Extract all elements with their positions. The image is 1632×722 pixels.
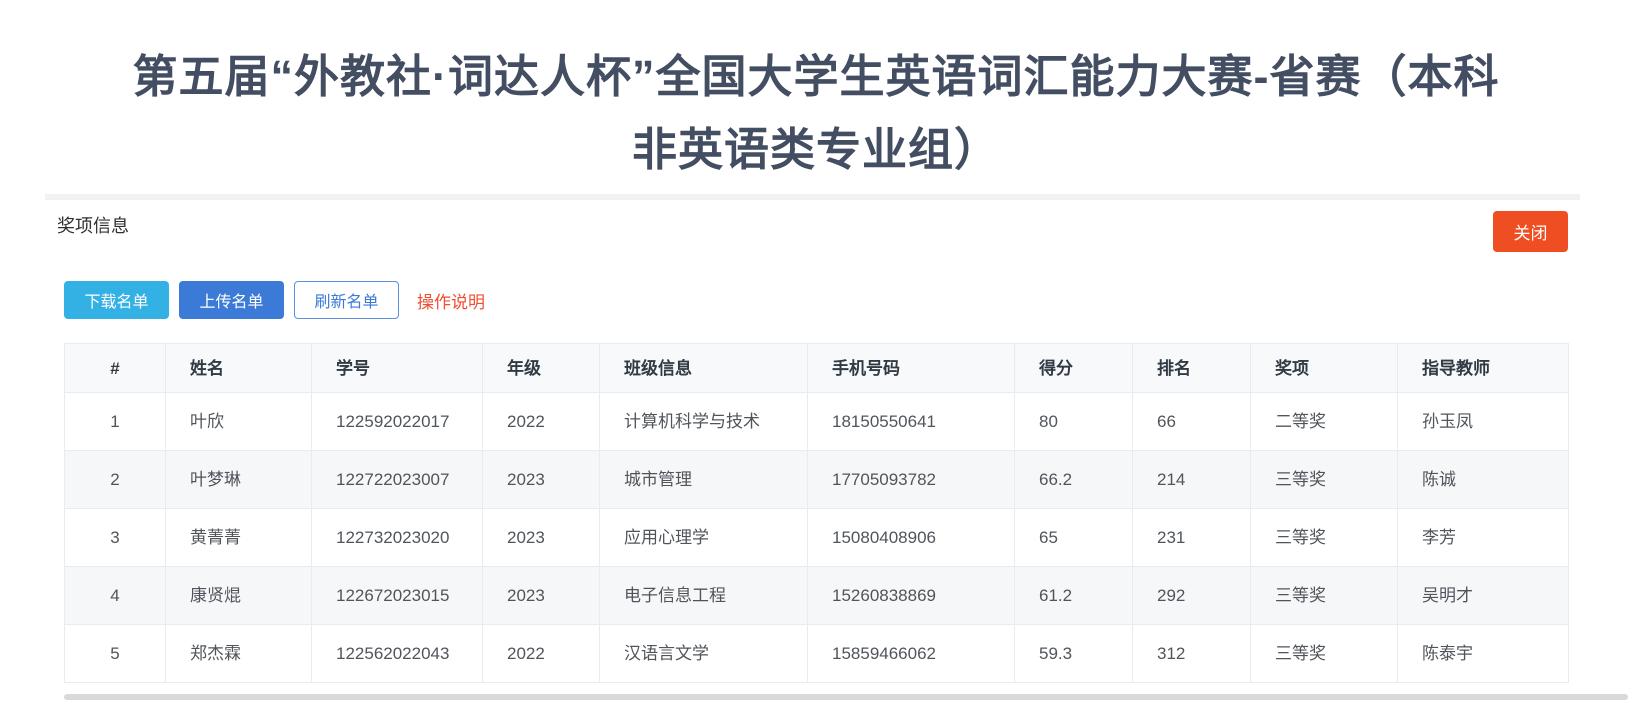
toolbar: 下载名单 上传名单 刷新名单 操作说明 [64, 281, 485, 319]
cell-class-info: 应用心理学 [599, 508, 808, 567]
cell-grade: 2022 [482, 624, 600, 683]
cell-award: 三等奖 [1250, 508, 1398, 567]
cell-rank: 214 [1132, 450, 1251, 509]
cell-award: 三等奖 [1250, 450, 1398, 509]
column-header-class-info: 班级信息 [599, 343, 808, 393]
cell-phone: 15859466062 [807, 624, 1015, 683]
help-link[interactable]: 操作说明 [417, 292, 485, 312]
column-header-grade: 年级 [482, 343, 600, 393]
cell-name: 叶梦琳 [165, 450, 312, 509]
cell-grade: 2023 [482, 566, 600, 625]
cell-award: 三等奖 [1250, 624, 1398, 683]
cell-index: 1 [64, 392, 166, 451]
cell-score: 61.2 [1014, 566, 1133, 625]
cell-phone: 15080408906 [807, 508, 1015, 567]
cell-score: 66.2 [1014, 450, 1133, 509]
section-label: 奖项信息 [57, 216, 129, 236]
cell-award: 二等奖 [1250, 392, 1398, 451]
horizontal-scrollbar[interactable] [64, 694, 1628, 700]
cell-student-id: 122722023007 [311, 450, 483, 509]
close-button[interactable]: 关闭 [1493, 211, 1568, 252]
cell-student-id: 122732023020 [311, 508, 483, 567]
cell-grade: 2023 [482, 450, 600, 509]
table-header-row: # 姓名 学号 年级 班级信息 手机号码 得分 排名 奖项 指导教师 [64, 343, 1569, 393]
column-header-name: 姓名 [165, 343, 312, 393]
column-header-score: 得分 [1014, 343, 1133, 393]
cell-class-info: 计算机科学与技术 [599, 392, 808, 451]
cell-rank: 66 [1132, 392, 1251, 451]
cell-name: 郑杰霖 [165, 624, 312, 683]
column-header-award: 奖项 [1250, 343, 1398, 393]
divider [45, 194, 1580, 200]
cell-name: 康贤焜 [165, 566, 312, 625]
cell-score: 80 [1014, 392, 1133, 451]
cell-grade: 2023 [482, 508, 600, 567]
cell-advisor: 陈泰宇 [1397, 624, 1569, 683]
column-header-advisor: 指导教师 [1397, 343, 1569, 393]
upload-list-button[interactable]: 上传名单 [179, 281, 284, 319]
cell-advisor: 吴明才 [1397, 566, 1569, 625]
cell-index: 3 [64, 508, 166, 567]
cell-advisor: 李芳 [1397, 508, 1569, 567]
cell-name: 叶欣 [165, 392, 312, 451]
cell-student-id: 122592022017 [311, 392, 483, 451]
column-header-phone: 手机号码 [807, 343, 1015, 393]
cell-class-info: 汉语言文学 [599, 624, 808, 683]
download-list-button[interactable]: 下载名单 [64, 281, 169, 319]
cell-student-id: 122672023015 [311, 566, 483, 625]
awards-table: # 姓名 学号 年级 班级信息 手机号码 得分 排名 奖项 指导教师 1 叶欣 … [64, 343, 1569, 683]
cell-rank: 292 [1132, 566, 1251, 625]
cell-phone: 18150550641 [807, 392, 1015, 451]
cell-score: 65 [1014, 508, 1133, 567]
cell-index: 5 [64, 624, 166, 683]
column-header-student-id: 学号 [311, 343, 483, 393]
table-row: 3 黄菁菁 122732023020 2023 应用心理学 1508040890… [64, 508, 1569, 567]
cell-phone: 15260838869 [807, 566, 1015, 625]
table-row: 2 叶梦琳 122722023007 2023 城市管理 17705093782… [64, 450, 1569, 509]
refresh-list-button[interactable]: 刷新名单 [294, 281, 399, 319]
cell-class-info: 城市管理 [599, 450, 808, 509]
cell-advisor: 陈诚 [1397, 450, 1569, 509]
cell-score: 59.3 [1014, 624, 1133, 683]
cell-advisor: 孙玉凤 [1397, 392, 1569, 451]
cell-award: 三等奖 [1250, 566, 1398, 625]
cell-student-id: 122562022043 [311, 624, 483, 683]
cell-name: 黄菁菁 [165, 508, 312, 567]
cell-class-info: 电子信息工程 [599, 566, 808, 625]
page-title: 第五届“外教社·词达人杯”全国大学生英语词汇能力大赛-省赛（本科 非英语类专业组… [132, 51, 1500, 175]
column-header-rank: 排名 [1132, 343, 1251, 393]
cell-grade: 2022 [482, 392, 600, 451]
cell-rank: 312 [1132, 624, 1251, 683]
table-row: 1 叶欣 122592022017 2022 计算机科学与技术 18150550… [64, 392, 1569, 451]
cell-rank: 231 [1132, 508, 1251, 567]
table-row: 5 郑杰霖 122562022043 2022 汉语言文学 1585946606… [64, 624, 1569, 683]
cell-phone: 17705093782 [807, 450, 1015, 509]
column-header-index: # [64, 343, 166, 393]
table-row: 4 康贤焜 122672023015 2023 电子信息工程 152608388… [64, 566, 1569, 625]
cell-index: 4 [64, 566, 166, 625]
cell-index: 2 [64, 450, 166, 509]
